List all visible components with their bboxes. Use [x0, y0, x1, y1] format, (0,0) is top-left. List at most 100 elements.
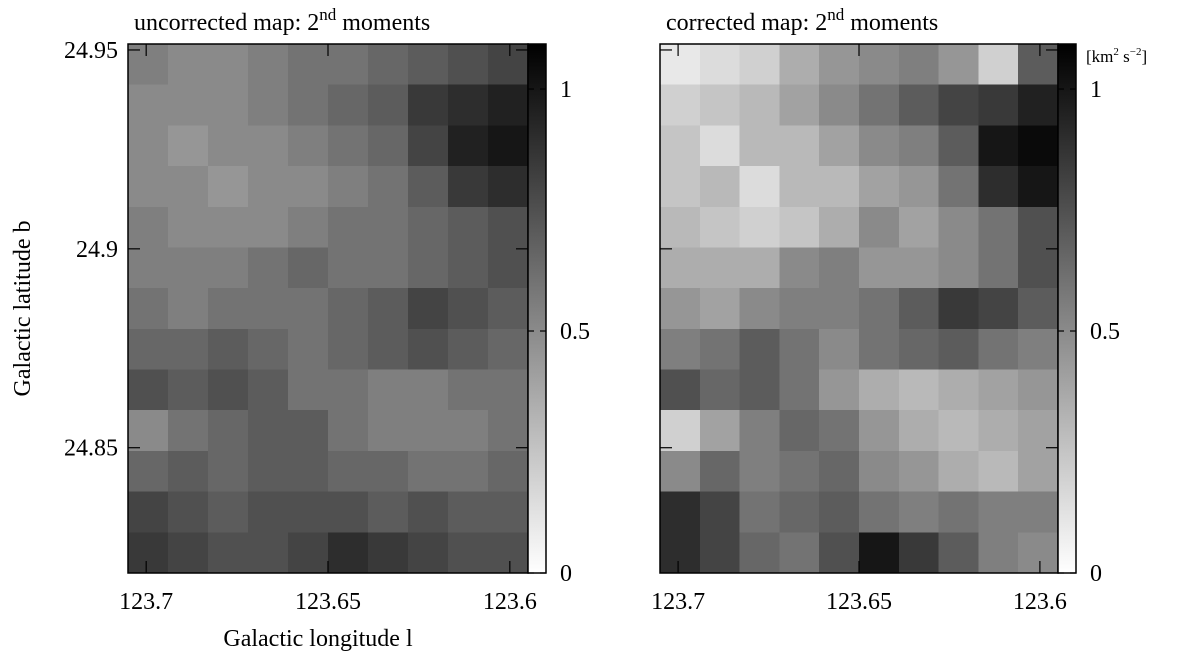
colorbar-tick-label: 0.5	[1090, 319, 1120, 345]
heat-cell	[819, 206, 860, 248]
heat-cell	[739, 328, 780, 371]
heat-cell	[448, 410, 489, 452]
heat-cell	[168, 125, 209, 167]
heat-cell	[819, 125, 860, 167]
x-tick-label: 123.7	[651, 589, 705, 615]
colorbar-tick-label: 1	[1090, 77, 1102, 103]
heat-cell	[699, 288, 741, 330]
heat-cell	[128, 247, 169, 289]
x-tick-label: 123.6	[483, 589, 537, 615]
heat-cell	[408, 166, 449, 208]
heat-cell	[448, 450, 489, 493]
heat-cell	[248, 410, 289, 452]
heat-cell	[208, 84, 249, 126]
x-tick-label: 123.65	[295, 589, 361, 615]
heat-cell	[819, 247, 860, 289]
heat-cell	[739, 491, 780, 533]
heat-cell	[408, 450, 449, 493]
title-text: moments	[336, 10, 430, 36]
heat-cell	[288, 410, 329, 452]
heat-cell	[488, 44, 529, 86]
heat-cell	[368, 450, 409, 493]
heat-cell	[168, 410, 209, 452]
heat-cell	[168, 369, 209, 411]
heat-cell	[248, 328, 289, 371]
heat-cell	[328, 450, 369, 493]
heat-cell	[699, 206, 741, 248]
colorbar-unit: [km2 s−2]	[1086, 46, 1147, 66]
heat-cell	[488, 450, 529, 493]
heat-cell	[328, 84, 369, 126]
heat-cell	[208, 410, 249, 452]
unit-superscript: −2	[1130, 46, 1142, 58]
heat-cell	[859, 410, 900, 452]
heat-cell	[248, 247, 289, 289]
heat-cell	[328, 166, 369, 208]
heat-cell	[168, 206, 209, 248]
heat-cell	[699, 84, 741, 126]
heat-cell	[779, 288, 820, 330]
heat-cell	[699, 44, 741, 86]
heat-cell	[448, 206, 489, 248]
heat-cell	[739, 450, 780, 493]
heat-cell	[328, 247, 369, 289]
heat-cell	[488, 491, 529, 533]
heat-cell	[128, 44, 169, 86]
heat-cell	[739, 532, 780, 574]
heat-cell	[368, 44, 409, 86]
heat-cell	[488, 247, 529, 289]
heat-cell	[128, 410, 169, 452]
heat-cell	[288, 206, 329, 248]
heat-cell	[978, 532, 1019, 574]
heat-cell	[408, 328, 449, 371]
heat-cell	[448, 44, 489, 86]
heat-cell	[248, 166, 289, 208]
heat-cell	[368, 166, 409, 208]
title-superscript: nd	[827, 5, 845, 24]
heat-cell	[328, 288, 369, 330]
heat-cell	[978, 247, 1019, 289]
heat-cell	[938, 44, 979, 86]
heat-cell	[660, 166, 701, 208]
heat-cell	[739, 247, 780, 289]
heat-cell	[699, 328, 741, 371]
heat-cell	[288, 288, 329, 330]
heat-cell	[819, 369, 860, 411]
heat-cell	[128, 491, 169, 533]
heat-cell	[779, 44, 820, 86]
heat-cell	[699, 247, 741, 289]
heat-cell	[739, 125, 780, 167]
heat-cell	[168, 247, 209, 289]
heat-cell	[779, 328, 820, 371]
heat-cell	[938, 288, 979, 330]
heat-cell	[248, 44, 289, 86]
heat-cell	[739, 410, 780, 452]
heat-cell	[448, 532, 489, 574]
heat-cell	[248, 369, 289, 411]
heat-cell	[488, 206, 529, 248]
heat-cell	[1018, 125, 1059, 167]
heat-cell	[660, 369, 701, 411]
heat-cell	[859, 44, 900, 86]
heat-cell	[859, 166, 900, 208]
heat-cell	[408, 288, 449, 330]
heat-cell	[448, 84, 489, 126]
heat-cell	[408, 369, 449, 411]
heat-cell	[288, 166, 329, 208]
heat-cell	[328, 44, 369, 86]
heat-cell	[248, 125, 289, 167]
x-tick-label: 123.6	[1013, 589, 1067, 615]
heat-cell	[660, 247, 701, 289]
heat-cell	[779, 410, 820, 452]
heat-cell	[699, 532, 741, 574]
heat-cell	[739, 166, 780, 208]
heat-cell	[898, 369, 940, 411]
heat-cell	[1018, 532, 1059, 574]
heat-cell	[448, 166, 489, 208]
heat-cell	[368, 206, 409, 248]
heat-cell	[898, 206, 940, 248]
heat-cell	[368, 491, 409, 533]
heat-cell	[779, 206, 820, 248]
